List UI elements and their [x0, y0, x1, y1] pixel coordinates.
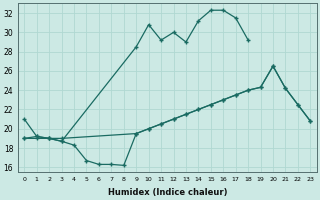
X-axis label: Humidex (Indice chaleur): Humidex (Indice chaleur): [108, 188, 227, 197]
